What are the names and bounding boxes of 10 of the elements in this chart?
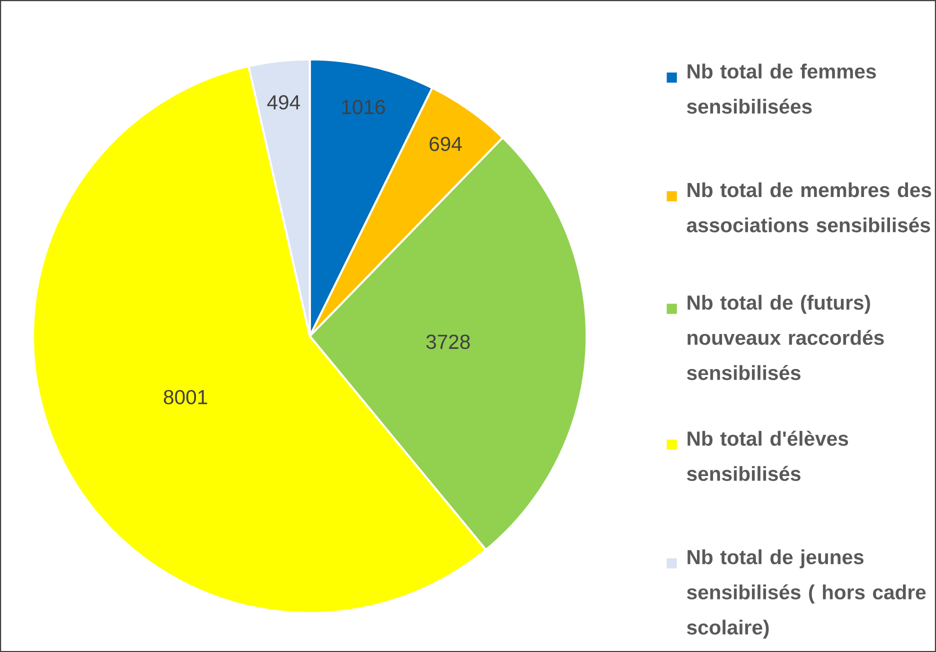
data-label: 8001 [164,390,208,404]
legend-label: Nb total de jeunes sensibilisés ( hors cadre scolaire) [687,549,926,639]
data-label: 694 [430,136,462,152]
legend-label: Nb total de (futurs) nouveaux raccordés sensibilisés [687,294,884,380]
data-label: 3728 [426,334,470,349]
legend-label: Nb total d'élèves sensibilisés [687,430,848,481]
legend-label: Nb total de membres des associations sensibilisés [686,182,932,232]
data-label: 1016 [342,100,385,114]
legend-label: Nb total de femmes sensibilisées [687,64,876,114]
data-label: 494 [267,95,300,110]
